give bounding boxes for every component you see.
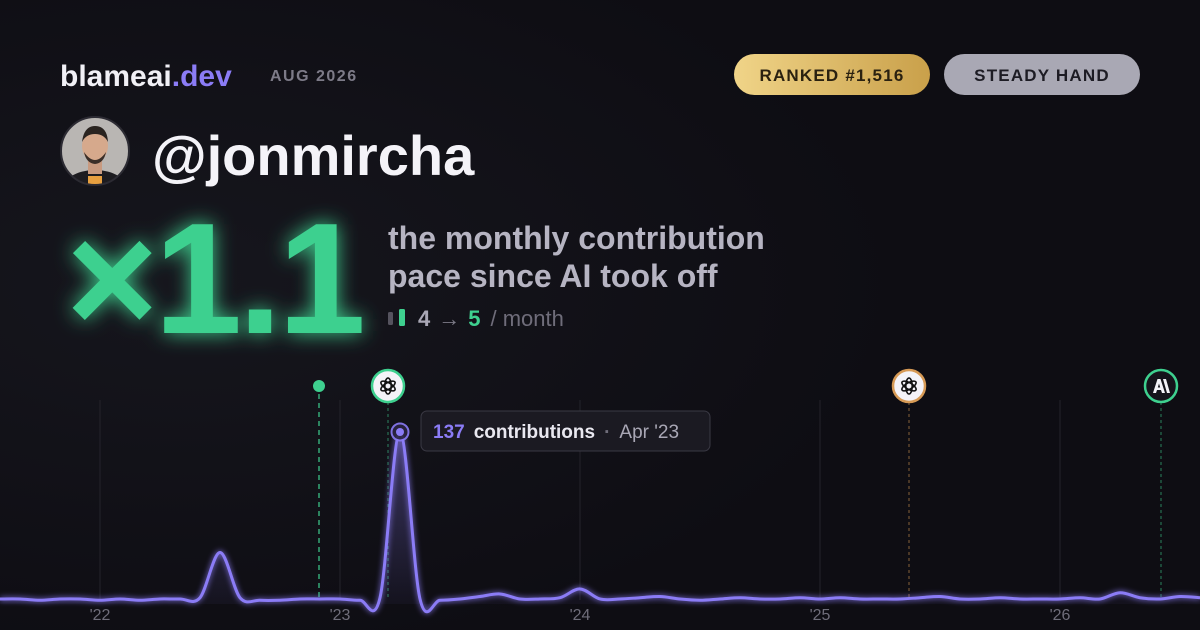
event-dot bbox=[313, 380, 325, 392]
series-line bbox=[0, 430, 1200, 614]
event-markers bbox=[313, 368, 1179, 598]
tooltip: 137 contributions · Apr '23 bbox=[433, 422, 679, 443]
rank-badge: RANKED #1,516 bbox=[759, 66, 904, 85]
tooltip-value: 137 bbox=[433, 422, 465, 443]
period: AUG 2026 bbox=[270, 68, 358, 85]
before-icon bbox=[388, 312, 393, 325]
x-tick-label: '22 bbox=[90, 607, 111, 624]
after-icon bbox=[399, 309, 405, 326]
x-tick-label: '25 bbox=[810, 607, 831, 624]
multiplier: ×1.1 bbox=[66, 191, 362, 367]
caption-line: pace since AI took off bbox=[388, 258, 718, 294]
tooltip-sep: · bbox=[604, 422, 610, 443]
brand-tld: .dev bbox=[172, 60, 232, 93]
pace-arrow: → bbox=[438, 306, 460, 331]
x-tick-label: '24 bbox=[570, 607, 591, 624]
plot bbox=[0, 430, 1200, 614]
avatar-ring bbox=[60, 116, 130, 186]
tooltip-box bbox=[420, 410, 711, 452]
style-badge: STEADY HAND bbox=[974, 66, 1110, 85]
brand: blameai.dev bbox=[60, 60, 232, 93]
openai-logo bbox=[901, 377, 917, 395]
pace-after: 5 bbox=[468, 306, 480, 331]
caption-line: the monthly contribution bbox=[388, 220, 765, 256]
tooltip-label: Apr '23 bbox=[619, 422, 679, 443]
pace: 4 → 5 / month bbox=[418, 306, 564, 331]
grid: '22 '23 '24 '25 '26 bbox=[90, 400, 1071, 624]
openai-logo bbox=[380, 377, 396, 395]
rank-badge-bg bbox=[734, 54, 930, 95]
style-badge-bg bbox=[944, 54, 1140, 95]
brand-name: blameai bbox=[60, 60, 172, 93]
pace-unit: / month bbox=[491, 306, 564, 331]
event-icon bbox=[891, 368, 927, 404]
handle: @jonmircha bbox=[152, 124, 475, 187]
tooltip-series: contributions bbox=[474, 422, 595, 443]
x-tick-label: '26 bbox=[1050, 607, 1071, 624]
event-icon bbox=[370, 368, 406, 404]
x-tick-label: '23 bbox=[330, 607, 351, 624]
anthropic-logo bbox=[1153, 379, 1170, 393]
hover-point bbox=[396, 428, 404, 436]
pace-before: 4 bbox=[418, 306, 431, 331]
